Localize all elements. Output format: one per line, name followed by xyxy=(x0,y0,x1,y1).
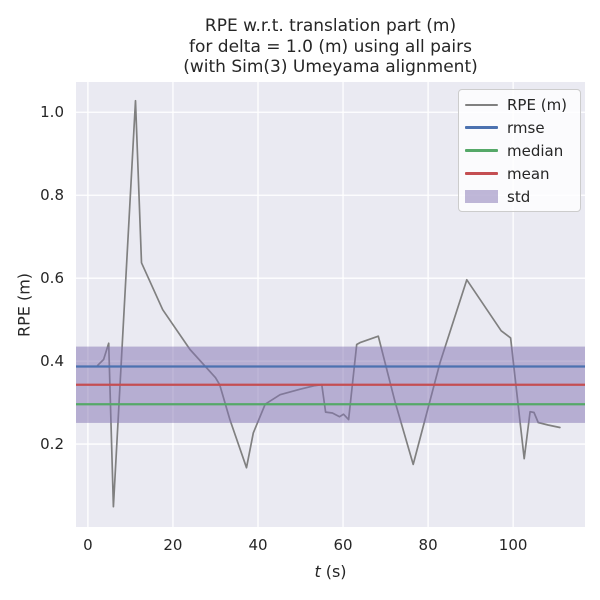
chart-title-line-2: for delta = 1.0 (m) using all pairs xyxy=(189,36,472,57)
legend-line-sample xyxy=(465,103,498,106)
y-axis-label: RPE (m) xyxy=(14,272,34,337)
y-tick-label: 1.0 xyxy=(40,103,64,122)
y-tick-label: 0.2 xyxy=(40,435,64,454)
x-tick-label: 40 xyxy=(248,536,268,554)
legend-item-label: mean xyxy=(507,164,550,183)
legend-item-rpe-m: RPE (m) xyxy=(459,93,580,116)
legend-line-sample xyxy=(465,172,498,175)
x-tick-label: 0 xyxy=(83,536,93,554)
x-axis-label: t (s) xyxy=(76,562,585,581)
legend-patch-sample xyxy=(465,190,498,203)
legend-item-label: median xyxy=(507,141,564,160)
legend-item-median: median xyxy=(459,139,580,162)
legend-item-std: std xyxy=(459,185,580,208)
legend-line-sample xyxy=(465,126,498,129)
legend-item-mean: mean xyxy=(459,162,580,185)
chart-title: RPE w.r.t. translation part (m) for delt… xyxy=(76,16,585,78)
y-tick-label: 0.8 xyxy=(40,186,64,205)
chart-title-line-3: (with Sim(3) Umeyama alignment) xyxy=(183,57,478,77)
legend-item-rmse: rmse xyxy=(459,116,580,139)
x-tick-label: 100 xyxy=(498,536,528,554)
x-tick-label: 60 xyxy=(333,536,353,554)
legend-line-sample xyxy=(465,149,498,152)
x-tick-label: 80 xyxy=(418,536,438,554)
legend-item-label: std xyxy=(507,187,531,206)
legend-item-label: RPE (m) xyxy=(507,95,568,114)
y-tick-label: 0.6 xyxy=(40,269,64,288)
legend-item-label: rmse xyxy=(507,118,545,137)
x-axis-label-unit: (s) xyxy=(325,562,347,581)
legend: RPE (m) rmse median mean std xyxy=(458,89,581,212)
x-tick-label: 20 xyxy=(163,536,183,554)
chart-title-line-1: RPE w.r.t. translation part (m) xyxy=(204,16,457,36)
x-axis-label-variable: t xyxy=(314,562,321,581)
y-tick-label: 0.4 xyxy=(40,352,64,371)
